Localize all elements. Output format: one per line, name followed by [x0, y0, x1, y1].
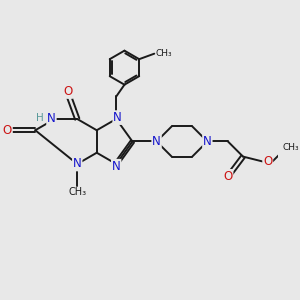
Text: O: O [223, 170, 232, 183]
Text: N: N [113, 111, 122, 124]
Text: N: N [73, 158, 82, 170]
Text: CH₃: CH₃ [68, 187, 86, 197]
Text: CH₃: CH₃ [282, 143, 298, 152]
Text: N: N [203, 135, 212, 148]
Text: N: N [152, 135, 161, 148]
Text: O: O [263, 155, 272, 168]
Text: O: O [3, 124, 12, 137]
Text: CH₃: CH₃ [156, 49, 172, 58]
Text: N: N [47, 112, 56, 125]
Text: H: H [36, 112, 43, 123]
Text: O: O [63, 85, 72, 98]
Text: N: N [112, 160, 121, 173]
